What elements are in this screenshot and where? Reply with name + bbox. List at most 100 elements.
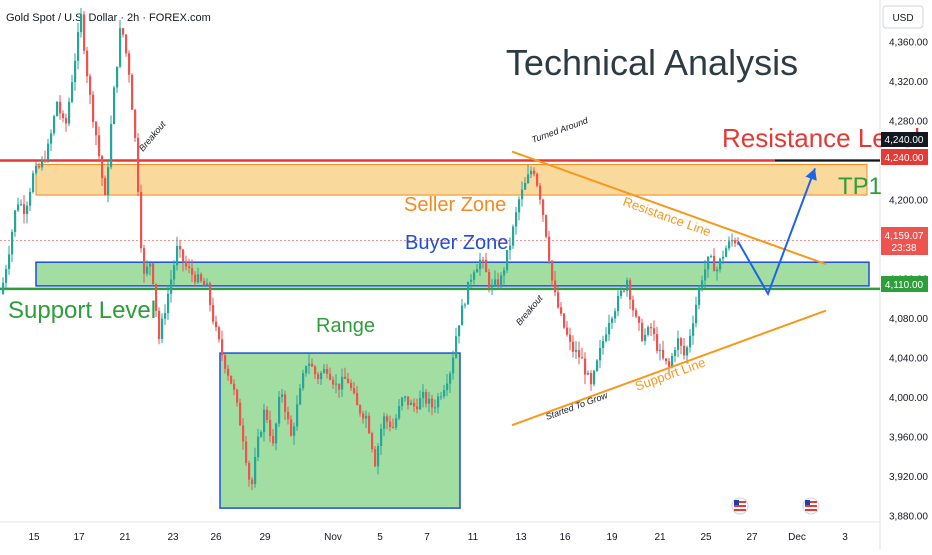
candle-body (59, 101, 62, 114)
candle-body (269, 419, 272, 437)
candle-body (365, 415, 368, 419)
candle-body (242, 425, 245, 442)
candle-body (230, 375, 233, 384)
candle-body (119, 28, 122, 67)
candle-body (323, 368, 326, 373)
candle-body (704, 269, 707, 281)
time-tick-label: Dec (788, 532, 806, 543)
symbol-header: Gold Spot / U.S. Dollar · 2h · FOREX.com (6, 12, 211, 24)
candle-body (605, 334, 608, 342)
candle-body (485, 259, 488, 273)
candle-body (152, 263, 155, 284)
candle-body (332, 379, 335, 385)
candle-body (2, 282, 5, 294)
candle-body (455, 336, 458, 358)
candle-body (503, 270, 506, 276)
candle-body (17, 204, 20, 211)
candle-body (263, 409, 266, 433)
us-flag-icon[interactable] (731, 497, 749, 515)
candle-body (716, 269, 719, 272)
candle-body (488, 272, 491, 288)
candle-body (533, 170, 536, 174)
candle-body (287, 411, 290, 420)
candle-body (143, 248, 146, 274)
candle-body (521, 189, 524, 200)
candle-body (8, 254, 11, 270)
candle-body (554, 280, 557, 293)
candle-body (221, 339, 224, 356)
candle-body (404, 396, 407, 398)
time-tick-label: 21 (119, 532, 131, 543)
candle-body (314, 366, 317, 375)
time-axis[interactable]: 15 17 21 23 26 29 Nov 5 7 11 13 16 19 21 25 27 Dec 3 (28, 532, 848, 543)
candle-body (584, 358, 587, 375)
candle-body (536, 173, 539, 186)
candle-body (587, 373, 590, 375)
price-tick-label: 3,960.00 (889, 433, 928, 444)
candle-body (245, 441, 248, 463)
forecast-path (737, 168, 816, 297)
candle-body (557, 292, 560, 308)
candle-body (653, 328, 656, 335)
time-tick-label: 21 (654, 532, 666, 543)
candle-body (206, 283, 209, 286)
candle-body (296, 404, 299, 427)
time-tick-label: 19 (606, 532, 618, 543)
candle-body (335, 383, 338, 385)
candle-body (671, 355, 674, 367)
candle-body (431, 398, 434, 408)
resistance-price-text: 4,240.00 (885, 153, 924, 164)
candle-body (707, 256, 710, 270)
candle-body (698, 287, 701, 305)
candle-body (437, 396, 440, 408)
time-tick-label: 5 (377, 532, 383, 543)
candle-body (377, 446, 380, 467)
candle-body (413, 402, 416, 407)
candle-body (56, 101, 59, 117)
candle-body (518, 199, 521, 213)
candle-body (203, 280, 206, 286)
candle-body (209, 283, 212, 306)
candle-body (386, 416, 389, 422)
candle-body (299, 388, 302, 405)
candle-body (344, 376, 347, 379)
candle-body (719, 258, 722, 270)
candle-body (428, 398, 431, 404)
candle-body (80, 14, 83, 33)
candle-body (92, 94, 95, 122)
price-tick-label: 4,000.00 (889, 393, 928, 404)
candle-body (164, 313, 167, 319)
candle-body (347, 378, 350, 383)
candle-body (284, 394, 287, 412)
candle-body (77, 32, 80, 61)
candle-body (293, 426, 296, 436)
candle-body (650, 327, 653, 329)
candle-body (86, 50, 89, 77)
candle-body (83, 14, 86, 51)
candle-body (644, 334, 647, 341)
candle-body (239, 402, 242, 426)
candle-body (638, 316, 641, 323)
candle-body (356, 393, 359, 406)
candle-body (722, 256, 725, 259)
candle-body (137, 137, 140, 192)
candle-body (596, 360, 599, 371)
candle-body (248, 462, 251, 480)
candle-body (578, 350, 581, 358)
currency-button[interactable] (882, 5, 924, 29)
candle-body (614, 311, 617, 319)
time-tick-label: 11 (468, 532, 479, 543)
us-flag-icon[interactable] (802, 497, 820, 515)
seller-zone-box (35, 163, 868, 196)
candle-body (641, 322, 644, 341)
bar-countdown-text: 23:38 (891, 243, 916, 254)
candle-body (272, 436, 275, 444)
resistance-price-tag-alt: 4,240.00 (881, 132, 928, 147)
candle-body (581, 357, 584, 359)
candle-body (212, 305, 215, 322)
candle-body (53, 116, 56, 134)
time-tick-label: 26 (210, 532, 222, 543)
candle-body (674, 349, 677, 356)
candle-body (734, 240, 737, 244)
